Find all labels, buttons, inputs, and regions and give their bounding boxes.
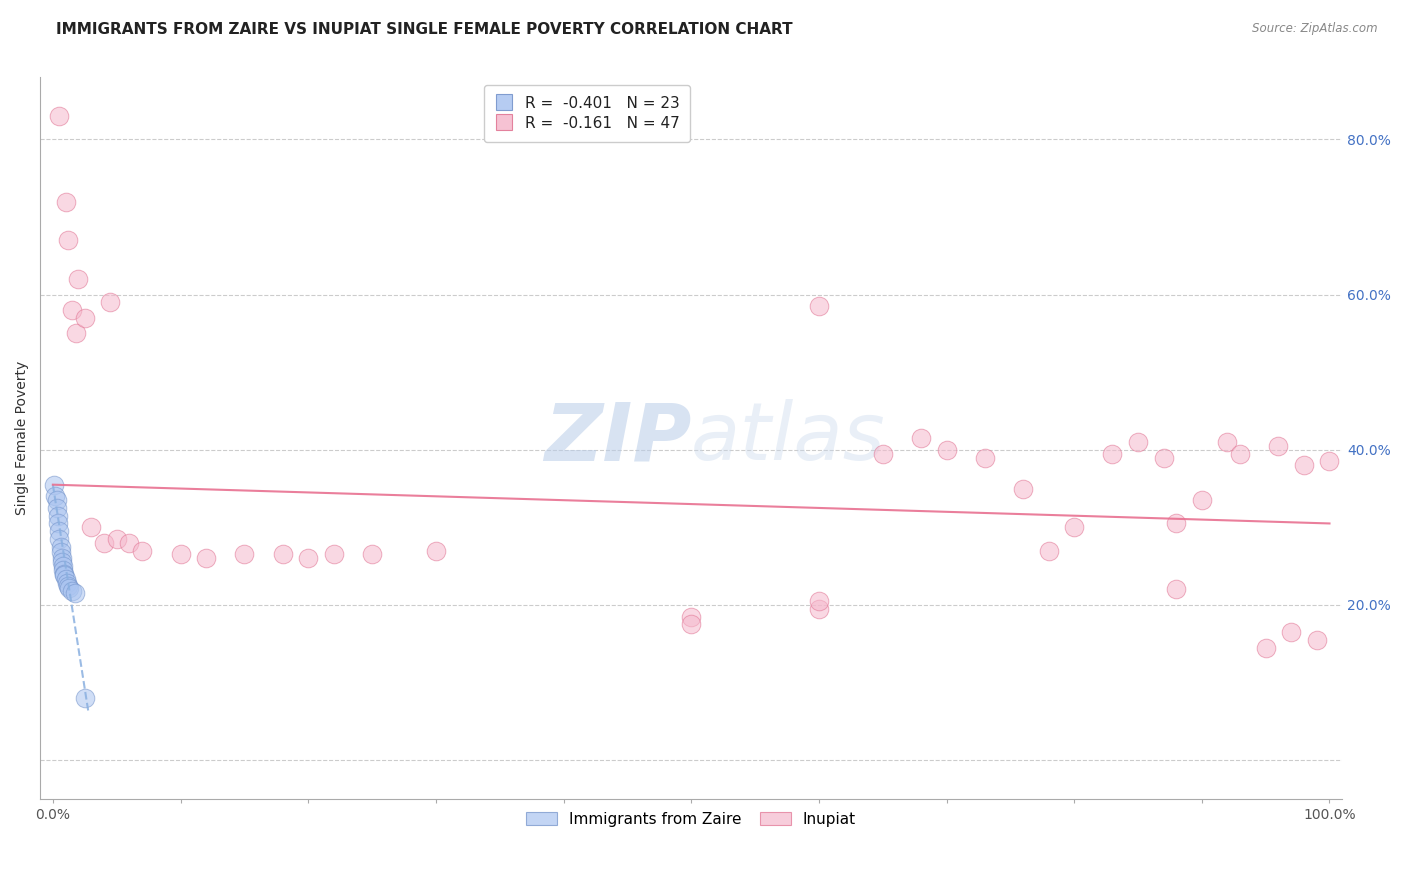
Point: [131, 543, 153, 558]
Text: atlas: atlas: [692, 399, 886, 477]
Text: ZIP: ZIP: [544, 399, 692, 477]
Point: [271, 548, 294, 562]
Text: Source: ZipAtlas.com: Source: ZipAtlas.com: [1253, 22, 1378, 36]
Point: [361, 548, 384, 562]
Point: [48, 532, 70, 546]
Text: IMMIGRANTS FROM ZAIRE VS INUPIAT SINGLE FEMALE POVERTY CORRELATION CHART: IMMIGRANTS FROM ZAIRE VS INUPIAT SINGLE …: [56, 22, 793, 37]
Point: [297, 551, 319, 566]
Point: [1191, 493, 1213, 508]
Point: [44, 489, 66, 503]
Point: [98, 295, 121, 310]
Legend: Immigrants from Zaire, Inupiat: Immigrants from Zaire, Inupiat: [519, 804, 863, 835]
Point: [169, 548, 191, 562]
Point: [1153, 450, 1175, 465]
Point: [1267, 439, 1289, 453]
Y-axis label: Single Female Poverty: Single Female Poverty: [15, 361, 30, 516]
Point: [872, 447, 894, 461]
Point: [935, 442, 957, 457]
Point: [65, 326, 87, 341]
Point: [1279, 625, 1302, 640]
Point: [93, 536, 115, 550]
Point: [67, 272, 90, 286]
Point: [51, 555, 73, 569]
Point: [1063, 520, 1085, 534]
Point: [681, 617, 703, 632]
Point: [233, 548, 256, 562]
Point: [63, 586, 86, 600]
Point: [807, 299, 830, 313]
Point: [46, 508, 69, 523]
Point: [1166, 516, 1188, 531]
Point: [105, 532, 128, 546]
Point: [58, 581, 80, 595]
Point: [51, 551, 73, 566]
Point: [1254, 640, 1277, 655]
Point: [80, 520, 103, 534]
Point: [807, 594, 830, 608]
Point: [60, 303, 83, 318]
Point: [195, 551, 218, 566]
Point: [55, 194, 77, 209]
Point: [1166, 582, 1188, 597]
Point: [1229, 447, 1251, 461]
Point: [910, 431, 932, 445]
Point: [48, 109, 70, 123]
Point: [1012, 482, 1035, 496]
Point: [973, 450, 995, 465]
Point: [53, 568, 76, 582]
Point: [1319, 454, 1341, 468]
Point: [73, 690, 96, 705]
Point: [73, 310, 96, 325]
Point: [1306, 632, 1329, 647]
Point: [1038, 543, 1060, 558]
Point: [118, 536, 141, 550]
Point: [58, 233, 80, 247]
Point: [1216, 435, 1239, 450]
Point: [807, 601, 830, 615]
Point: [58, 578, 80, 592]
Point: [52, 563, 75, 577]
Point: [1101, 447, 1123, 461]
Point: [1292, 458, 1315, 473]
Point: [60, 583, 83, 598]
Point: [56, 576, 79, 591]
Point: [425, 543, 447, 558]
Point: [45, 493, 67, 508]
Point: [53, 566, 76, 581]
Point: [48, 524, 70, 539]
Point: [681, 609, 703, 624]
Point: [49, 545, 72, 559]
Point: [49, 540, 72, 554]
Point: [52, 559, 75, 574]
Point: [44, 477, 66, 491]
Point: [46, 516, 69, 531]
Point: [322, 548, 344, 562]
Point: [45, 500, 67, 515]
Point: [1126, 435, 1149, 450]
Point: [55, 572, 77, 586]
